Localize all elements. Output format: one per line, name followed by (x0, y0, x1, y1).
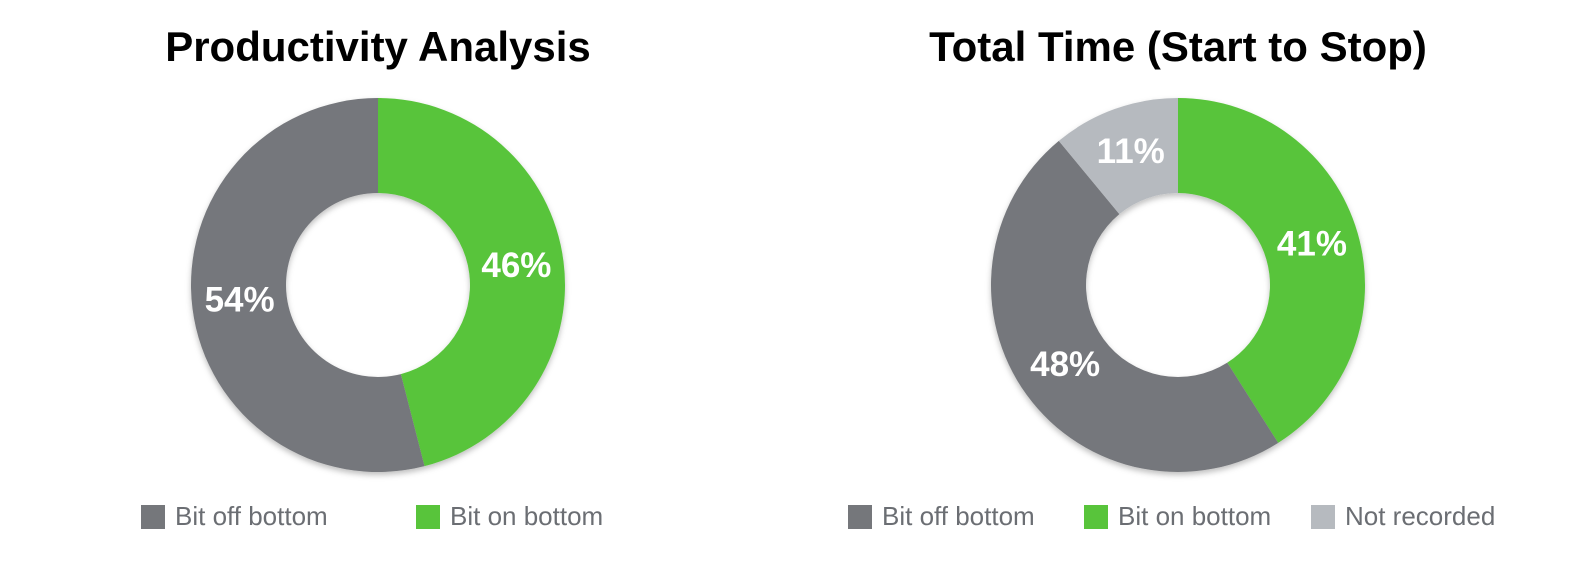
donut (991, 98, 1365, 472)
slice (1178, 98, 1365, 443)
slice (991, 140, 1279, 472)
legend-label: Bit off bottom (175, 501, 328, 531)
slice (378, 98, 566, 467)
chart-title: Productivity Analysis (165, 23, 591, 70)
slice (1058, 98, 1178, 215)
value-label: 48% (1030, 345, 1100, 384)
legend-label: Not recorded (1345, 501, 1495, 531)
value-label: 41% (1277, 224, 1347, 263)
slice (191, 98, 425, 472)
legend-swatch (416, 505, 440, 529)
legend-swatch (848, 505, 872, 529)
legend-swatch (1084, 505, 1108, 529)
legend-label: Bit on bottom (1118, 501, 1271, 531)
legend-label: Bit on bottom (450, 501, 603, 531)
chart-title: Total Time (Start to Stop) (929, 23, 1427, 70)
legend-label: Bit off bottom (882, 501, 1035, 531)
legend-swatch (1311, 505, 1335, 529)
value-label: 54% (205, 281, 275, 320)
value-label: 46% (481, 246, 551, 285)
donut (191, 98, 566, 472)
value-label: 11% (1097, 132, 1165, 171)
legend-swatch (141, 505, 165, 529)
